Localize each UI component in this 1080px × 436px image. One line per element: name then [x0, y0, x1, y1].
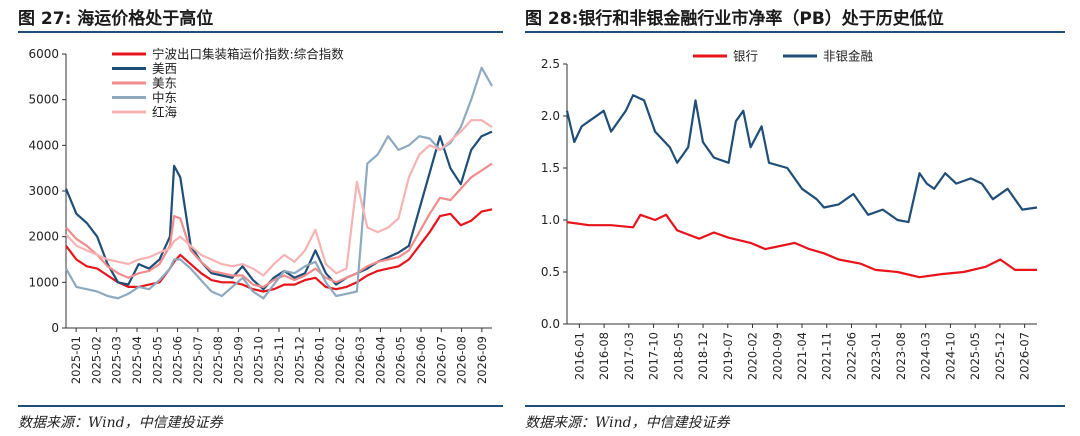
legend-label: 银行: [733, 49, 758, 64]
x-tick-label: 2025-02: [89, 336, 103, 384]
right-line-chart: 0.0 0.5 1.0 1.5 2.0 2.5 2016-01 2016-08 2017-03 2…: [541, 49, 1038, 380]
legend-label: 宁波出口集装箱运价指数:综合指数: [152, 47, 344, 62]
x-tick-label: 2017-10: [647, 332, 661, 380]
y-tick-label: 1.5: [541, 161, 560, 175]
x-tick-label: 2026-04: [373, 336, 387, 384]
y-tick-label: 5000: [28, 93, 59, 107]
x-tick-label: 2026-05: [394, 336, 408, 384]
y-tick-label: 6000: [28, 47, 59, 61]
x-tick-label: 2025-08: [211, 336, 225, 384]
x-tick-label: 2025-06: [171, 336, 185, 384]
x-tick-label: 2025-04: [130, 336, 144, 384]
x-tick-label: 2021-11: [820, 332, 834, 380]
x-tick-label: 2025-05: [968, 332, 982, 380]
x-tick-label: 2025-07: [191, 336, 205, 384]
x-tick-label: 2021-04: [795, 332, 809, 380]
legend-label: 美西: [152, 61, 177, 76]
x-tick-label: 2023-01: [869, 332, 883, 380]
right-chart-title: 图 28:银行和非银金融行业市净率（PB）处于历史低位: [525, 9, 944, 29]
x-tick-label: 2024-03: [919, 332, 933, 380]
x-tick-label: 2020-02: [746, 332, 760, 380]
x-tick-label: 2026-08: [455, 336, 469, 384]
x-tick-label: 2020-09: [770, 332, 784, 380]
y-tick-label: 0.5: [541, 265, 560, 279]
left-title-rule: [18, 31, 503, 33]
right-title-rule: [525, 31, 1065, 33]
x-tick-label: 2025-12: [993, 332, 1007, 380]
y-tick-label: 3000: [28, 184, 59, 198]
series-line: [64, 130, 493, 291]
right-source-rule: [525, 405, 1065, 407]
series-line: [65, 162, 493, 288]
series-line: [565, 94, 1038, 224]
y-tick-label: 1.0: [541, 213, 560, 227]
x-tick-label: 2019-07: [721, 332, 735, 380]
y-tick-label: 2.0: [541, 109, 560, 123]
right-source-note: 数据来源：Wind，中信建投证券: [525, 415, 730, 431]
y-tick-label: 0.0: [541, 317, 560, 331]
x-tick-label: 2016-01: [572, 332, 586, 380]
y-tick-label: 0: [51, 321, 59, 335]
y-tick-label: 1000: [28, 275, 59, 289]
x-tick-label: 2025-05: [150, 336, 164, 384]
x-tick-label: 2025-10: [252, 336, 266, 384]
x-tick-label: 2024-10: [943, 332, 957, 380]
x-tick-label: 2026-03: [353, 336, 367, 384]
x-tick-label: 2025-03: [110, 336, 124, 384]
legend-label: 红海: [152, 105, 178, 120]
x-tick-label: 2018-12: [696, 332, 710, 380]
x-tick-label: 2025-12: [292, 336, 306, 384]
x-tick-label: 2026-06: [414, 336, 428, 384]
left-source-note: 数据来源：Wind，中信建投证券: [18, 415, 223, 431]
x-tick-label: 2026-02: [333, 336, 347, 384]
left-source-rule: [18, 405, 503, 407]
y-tick-label: 2000: [28, 230, 59, 244]
series-line: [65, 66, 493, 300]
x-tick-label: 2025-09: [231, 336, 245, 384]
x-tick-label: 2026-07: [1018, 332, 1032, 380]
y-tick-label: 2.5: [541, 57, 560, 71]
x-tick-label: 2018-05: [671, 332, 685, 380]
left-line-chart: 0 1000 2000 3000 4000 5000 6000 2025-01 2025-02 2…: [28, 47, 493, 384]
x-tick-label: 2025-01: [69, 336, 83, 384]
x-tick-label: 2023-08: [894, 332, 908, 380]
x-tick-label: 2016-08: [597, 332, 611, 380]
series-line: [566, 213, 1037, 279]
x-tick-label: 2026-09: [475, 336, 489, 384]
x-tick-label: 2025-11: [272, 336, 286, 384]
series-line: [65, 119, 493, 277]
x-tick-label: 2026-01: [313, 336, 327, 384]
y-tick-label: 4000: [28, 138, 59, 152]
legend-label: 非银金融: [823, 49, 874, 64]
x-tick-label: 2022-06: [844, 332, 858, 380]
legend-label: 美东: [152, 76, 177, 91]
x-tick-label: 2026-07: [434, 336, 448, 384]
left-chart-title: 图 27: 海运价格处于高位: [18, 9, 214, 29]
x-tick-label: 2017-03: [622, 332, 636, 380]
legend-label: 中东: [152, 90, 177, 105]
